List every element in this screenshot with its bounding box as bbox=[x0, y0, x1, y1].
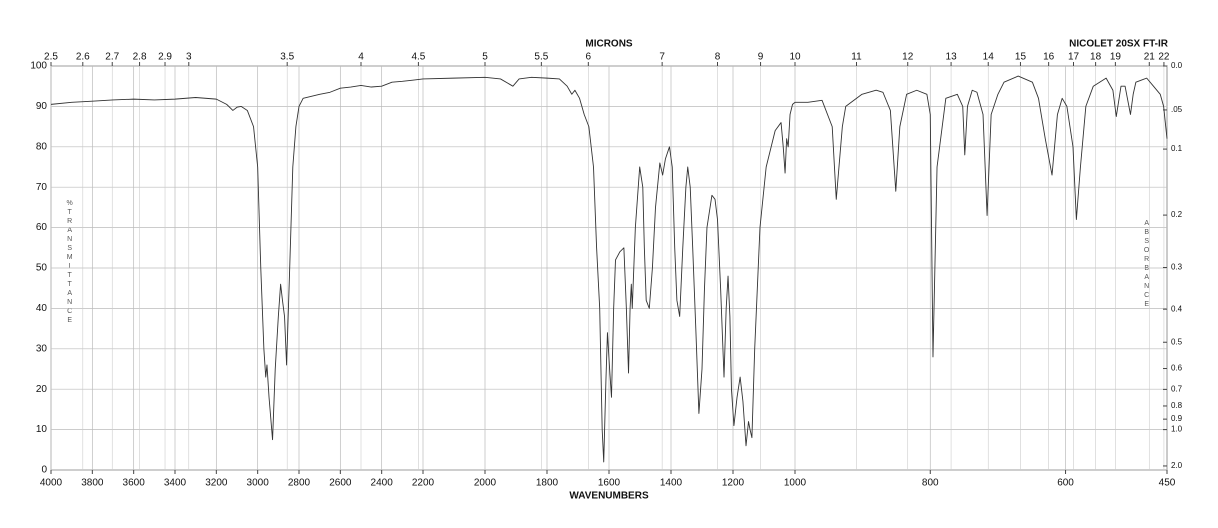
x-tick-label: 1800 bbox=[536, 478, 559, 489]
x2-tick-label: 5 bbox=[482, 52, 488, 63]
x2-tick-label: 2.6 bbox=[76, 52, 90, 63]
x-tick-label: 2800 bbox=[288, 478, 311, 489]
x2-tick-label: 10 bbox=[789, 52, 801, 63]
x2-tick-label: 15 bbox=[1015, 52, 1027, 63]
y2-tick-label: 0.9 bbox=[1171, 414, 1183, 423]
x2-tick-label: 5.5 bbox=[534, 52, 548, 63]
x2-tick-label: 4 bbox=[358, 52, 364, 63]
x-axis-title: WAVENUMBERS bbox=[569, 491, 649, 502]
x-tick-label: 2200 bbox=[412, 478, 435, 489]
y-tick-label: 80 bbox=[36, 141, 48, 152]
x2-tick-label: 11 bbox=[851, 52, 862, 63]
y-tick-label: 60 bbox=[36, 222, 48, 233]
x-tick-label: 800 bbox=[922, 478, 939, 489]
x2-tick-label: 3.5 bbox=[280, 52, 294, 63]
x-tick-label: 2000 bbox=[474, 478, 497, 489]
x-tick-label: 3800 bbox=[81, 478, 104, 489]
x2-tick-label: 2.5 bbox=[44, 52, 58, 63]
x-tick-label: 2400 bbox=[371, 478, 394, 489]
x-tick-label: 3600 bbox=[123, 478, 146, 489]
x2-tick-label: 2.8 bbox=[133, 52, 147, 63]
y-tick-label: 10 bbox=[36, 424, 48, 435]
y2-axis-title: ABSORBANCE bbox=[1143, 220, 1150, 310]
y-axis-title: %TRANSMITTANCE bbox=[66, 200, 73, 326]
x-tick-label: 450 bbox=[1159, 478, 1176, 489]
x-tick-label: 600 bbox=[1057, 478, 1074, 489]
y-tick-label: 70 bbox=[36, 182, 48, 193]
y2-tick-label: 0.3 bbox=[1171, 263, 1183, 272]
x-tick-label: 1000 bbox=[784, 478, 807, 489]
y-tick-label: 100 bbox=[30, 61, 47, 72]
x-tick-label: 2600 bbox=[329, 478, 352, 489]
x2-tick-label: 9 bbox=[758, 52, 764, 63]
y2-tick-label: 1.0 bbox=[1171, 425, 1183, 434]
y2-tick-label: 0.7 bbox=[1171, 385, 1183, 394]
x2-tick-label: 17 bbox=[1068, 52, 1080, 63]
y-tick-label: 50 bbox=[36, 263, 48, 274]
x2-tick-label: 2.7 bbox=[105, 52, 119, 63]
x-tick-label: 1400 bbox=[660, 478, 683, 489]
x2-tick-label: 18 bbox=[1090, 52, 1102, 63]
y-tick-label: 20 bbox=[36, 384, 48, 395]
x2-tick-label: 16 bbox=[1043, 52, 1055, 63]
y-tick-label: 0 bbox=[41, 465, 47, 476]
x-tick-label: 3200 bbox=[205, 478, 228, 489]
x2-tick-label: 14 bbox=[983, 52, 995, 63]
x2-tick-label: 2.9 bbox=[158, 52, 172, 63]
x-tick-label: 3000 bbox=[247, 478, 270, 489]
x2-tick-label: 4.5 bbox=[411, 52, 425, 63]
x2-tick-label: 12 bbox=[902, 52, 914, 63]
y2-tick-label: 0.8 bbox=[1171, 401, 1183, 410]
y2-tick-label: 0.4 bbox=[1171, 304, 1183, 313]
x2-tick-label: 3 bbox=[186, 52, 192, 63]
y2-tick-label: 2.0 bbox=[1171, 461, 1183, 470]
y-tick-label: 30 bbox=[36, 343, 48, 354]
y-tick-label: 90 bbox=[36, 101, 48, 112]
x2-tick-label: 19 bbox=[1110, 52, 1122, 63]
x2-axis-title: MICRONS bbox=[585, 39, 633, 50]
y2-tick-label: 0.2 bbox=[1171, 210, 1183, 219]
y2-tick-label: 0.0 bbox=[1171, 61, 1183, 70]
x2-tick-label: 21 bbox=[1144, 52, 1156, 63]
x-tick-label: 4000 bbox=[40, 478, 63, 489]
y2-tick-label: 0.5 bbox=[1171, 337, 1183, 346]
x2-tick-label: 6 bbox=[586, 52, 592, 63]
y2-tick-label: 0.6 bbox=[1171, 364, 1183, 373]
y2-tick-label: 0.1 bbox=[1171, 144, 1183, 153]
x-tick-label: 3400 bbox=[164, 478, 187, 489]
chart-title: NICOLET 20SX FT-IR bbox=[1069, 39, 1169, 50]
spectrum-line bbox=[50, 75, 1168, 463]
y2-tick-label: .05 bbox=[1171, 105, 1183, 114]
x2-tick-label: 7 bbox=[659, 52, 665, 63]
x-tick-label: 1600 bbox=[598, 478, 621, 489]
x2-tick-label: 8 bbox=[715, 52, 721, 63]
x-tick-label: 1200 bbox=[722, 478, 745, 489]
y-tick-label: 40 bbox=[36, 303, 48, 314]
x2-tick-label: 13 bbox=[946, 52, 958, 63]
x2-tick-label: 22 bbox=[1158, 52, 1170, 63]
